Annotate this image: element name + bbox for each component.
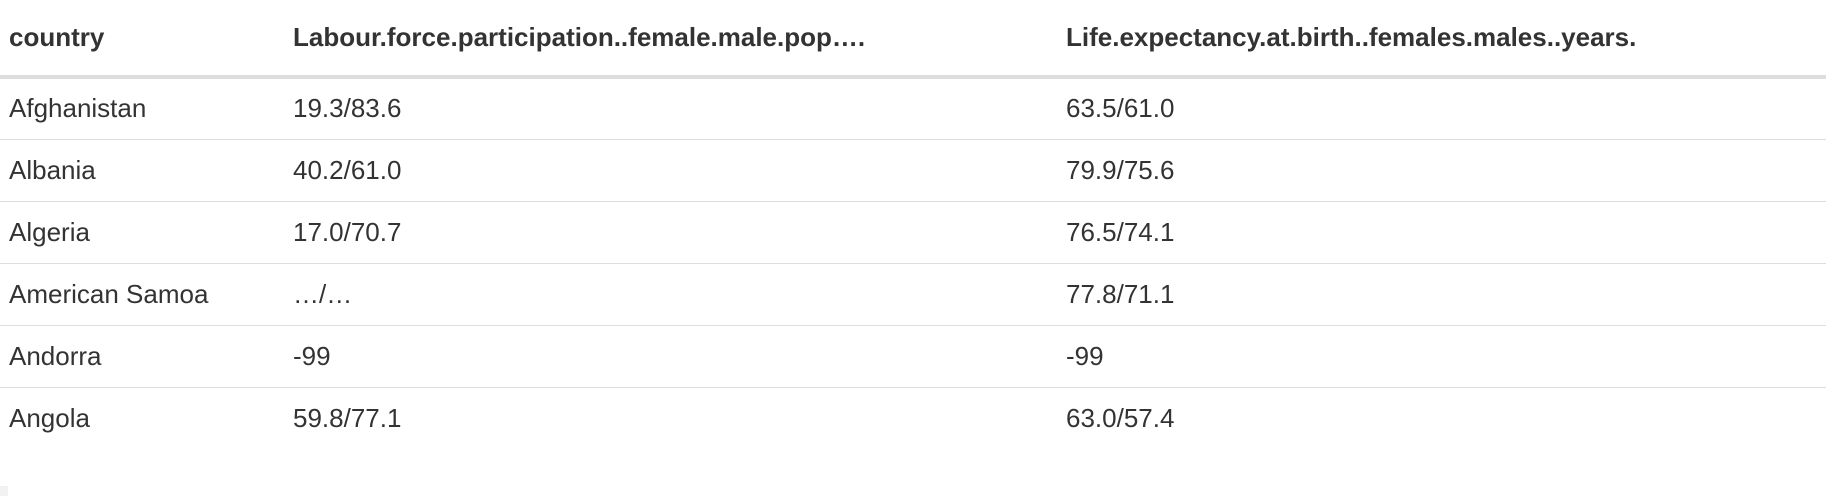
table-header: country Labour.force.participation..fema…: [0, 0, 1826, 79]
data-table: country Labour.force.participation..fema…: [0, 0, 1826, 449]
cell-life-expectancy: -99: [1057, 325, 1826, 388]
scrollbar-corner: [0, 486, 8, 496]
cell-life-expectancy: 79.9/75.6: [1057, 139, 1826, 202]
header-row: country Labour.force.participation..fema…: [0, 0, 1826, 79]
table-row: Angola 59.8/77.1 63.0/57.4: [0, 387, 1826, 449]
cell-labour-force: 59.8/77.1: [293, 402, 402, 433]
data-table-container: country Labour.force.participation..fema…: [0, 0, 1826, 449]
column-header-labour-force[interactable]: Labour.force.participation..female.male.…: [284, 0, 1057, 79]
cell-life-expectancy: 63.5/61.0: [1057, 77, 1826, 140]
cell-labour-force: -99: [284, 325, 1057, 388]
cell-labour-force: 40.2/61.0: [284, 139, 1057, 202]
table-row: American Samoa …/… 77.8/71.1: [0, 263, 1826, 326]
table-row: Algeria 17.0/70.7 76.5/74.1: [0, 201, 1826, 264]
cell-labour-force: 17.0/70.7: [284, 201, 1057, 264]
cell-life-expectancy: 63.0/57.4: [1066, 402, 1175, 433]
column-header-country[interactable]: country: [0, 0, 284, 79]
cell-labour-force: 19.3/83.6: [284, 77, 1057, 140]
column-header-life-expectancy[interactable]: Life.expectancy.at.birth..females.males.…: [1057, 0, 1826, 79]
cell-country: Andorra: [0, 325, 284, 388]
table-row: Albania 40.2/61.0 79.9/75.6: [0, 139, 1826, 202]
cell-life-expectancy: 76.5/74.1: [1057, 201, 1826, 264]
cell-country: Afghanistan: [0, 77, 284, 140]
table-body: Afghanistan 19.3/83.6 63.5/61.0 Albania …: [0, 77, 1826, 449]
cell-country: Albania: [0, 139, 284, 202]
cell-life-expectancy: 77.8/71.1: [1057, 263, 1826, 326]
cell-labour-force: …/…: [284, 263, 1057, 326]
cell-country: Algeria: [0, 201, 284, 264]
table-row: Afghanistan 19.3/83.6 63.5/61.0: [0, 77, 1826, 140]
cell-country: Angola: [9, 402, 90, 433]
table-row: Andorra -99 -99: [0, 325, 1826, 388]
cell-country: American Samoa: [0, 263, 284, 326]
